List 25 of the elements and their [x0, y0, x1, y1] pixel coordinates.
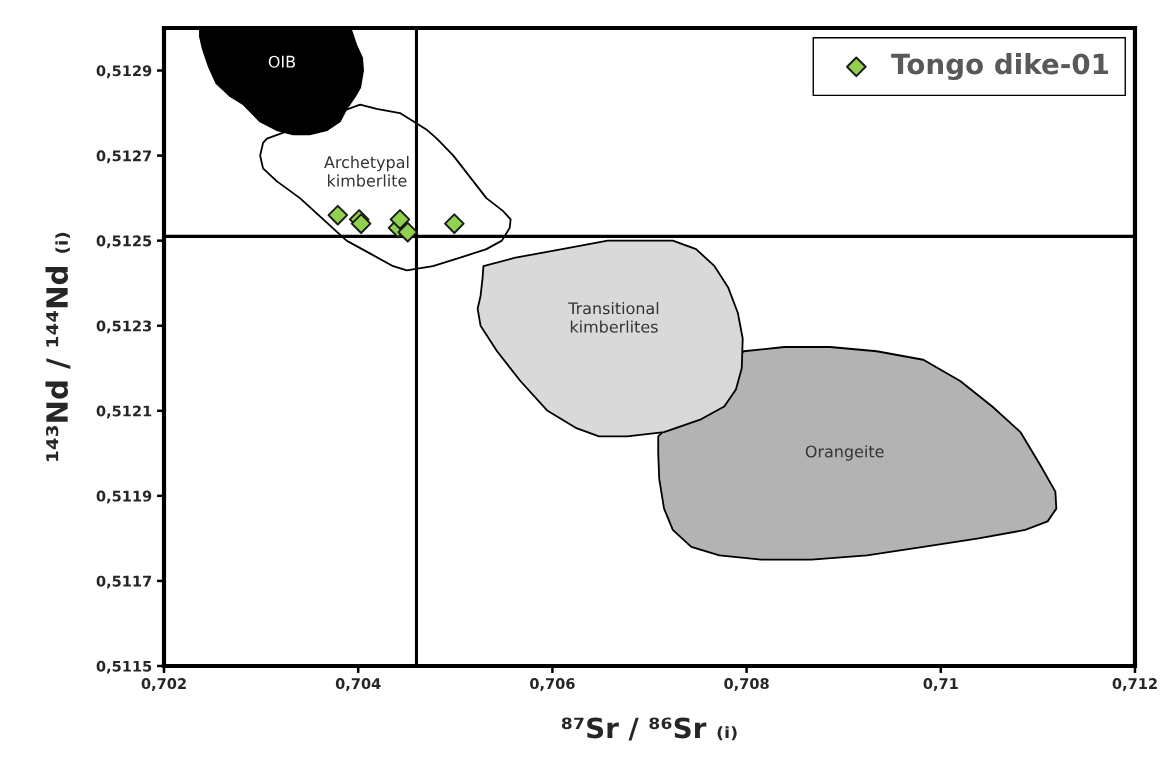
x-tick-label: 0,71 — [923, 678, 958, 691]
series-label: Transitional kimberlites — [568, 301, 659, 333]
x-tick-label: 0,704 — [335, 678, 381, 691]
y-tick-label: 0,5121 — [96, 405, 152, 419]
point — [327, 204, 349, 226]
y-tick-label: 0,5129 — [96, 65, 152, 79]
legend-label: Tongo dike-01 — [891, 52, 1109, 81]
point — [389, 209, 411, 230]
x-tick-label: 0,708 — [724, 678, 769, 691]
x-tick-label: 0,702 — [141, 678, 186, 691]
y-tick-label: 0,5125 — [96, 235, 152, 249]
y-tick-label: 0,5123 — [96, 320, 152, 334]
y-tick-label: 0,5115 — [96, 660, 152, 674]
series-label: Archetypal kimberlite — [324, 155, 409, 187]
x-tick-label: 0,706 — [530, 678, 575, 691]
y-tick-label: 0,5127 — [96, 150, 152, 164]
y-axis-title: ¹⁴³Nd / ¹⁴⁴Nd ₍ᵢ₎ — [45, 232, 71, 462]
y-tick-label: 0,5117 — [96, 575, 152, 589]
series-label: Orangeite — [805, 445, 884, 461]
point — [397, 221, 419, 243]
x-axis-title: ⁸⁷Sr / ⁸⁶Sr ₍ᵢ₎ — [561, 717, 737, 741]
point — [444, 213, 465, 234]
y-tick-label: 0,5119 — [96, 490, 152, 504]
x-tick-label: 0,712 — [1112, 678, 1157, 691]
series-label: OIB — [268, 55, 295, 68]
